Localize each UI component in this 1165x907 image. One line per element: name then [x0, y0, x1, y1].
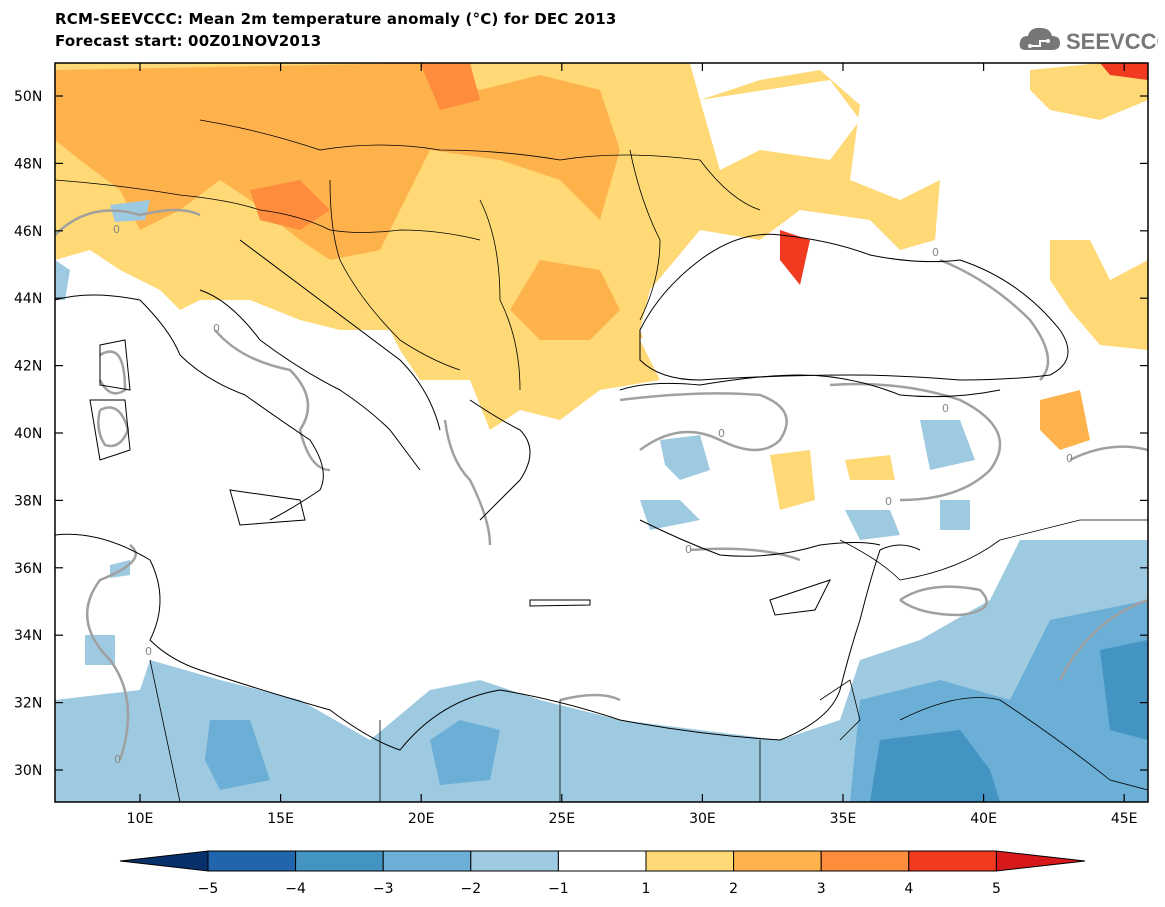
- longitude-axis: 10E 15E 20E 25E 30E 35E 40E 45E: [127, 63, 1138, 827]
- colorbar: −5 −4 −3 −2 −1 1 2 3 4 5: [119, 850, 1086, 897]
- lon-label: 40E: [970, 811, 997, 827]
- lon-label: 45E: [1111, 811, 1138, 827]
- colorbar-segment: [207, 850, 297, 872]
- contour-label: 0: [1066, 452, 1073, 465]
- country-border-layer: [55, 119, 1148, 802]
- lat-label: 34N: [14, 628, 42, 644]
- colorbar-segment: [295, 850, 384, 872]
- lon-label: 20E: [408, 811, 435, 827]
- lat-label: 48N: [14, 156, 42, 172]
- contour-label: 0: [145, 645, 152, 658]
- cloud-icon: [1019, 27, 1060, 50]
- contour-label: 0: [685, 543, 692, 556]
- lat-label: 30N: [14, 763, 42, 779]
- lon-label: 35E: [830, 811, 857, 827]
- contour-label: 0: [885, 495, 892, 508]
- contour-label: 0: [942, 402, 949, 415]
- colorbar-segment: [733, 850, 822, 872]
- contour-label: 0: [114, 753, 121, 766]
- colorbar-tick-label: −5: [198, 881, 219, 897]
- colorbar-tick-label: 1: [642, 881, 651, 897]
- coastline-layer: [55, 233, 1069, 751]
- colorbar-segment: [908, 850, 997, 872]
- lon-label: 10E: [127, 811, 154, 827]
- lon-label: 30E: [689, 811, 716, 827]
- lat-label: 38N: [14, 493, 42, 509]
- colorbar-tick-label: −1: [548, 881, 569, 897]
- logo-text: SEEVCCC: [1066, 29, 1158, 54]
- lat-label: 44N: [14, 291, 42, 307]
- colorbar-segment: [645, 850, 735, 872]
- colorbar-tick-label: 5: [992, 881, 1001, 897]
- zero-contour-layer: [55, 208, 1148, 761]
- contour-label: 0: [718, 427, 725, 440]
- colorbar-tick-label: −4: [285, 881, 306, 897]
- lon-label: 15E: [267, 811, 294, 827]
- forecast-start-label: Forecast start: 00Z01NOV2013: [55, 32, 322, 50]
- colorbar-tick-label: 4: [904, 881, 913, 897]
- colorbar-segment: [470, 850, 559, 872]
- lat-label: 50N: [14, 89, 42, 105]
- contour-label: 0: [213, 322, 220, 335]
- colorbar-segment: [820, 850, 910, 872]
- lat-label: 36N: [14, 561, 42, 577]
- contour-labels: 0 0 0 0 0 0 0 0 0 0: [113, 223, 1073, 766]
- contour-label: 0: [113, 223, 120, 236]
- colorbar-segment: [382, 850, 472, 872]
- lat-label: 42N: [14, 359, 42, 375]
- lon-label: 25E: [548, 811, 575, 827]
- lat-label: 40N: [14, 426, 42, 442]
- colorbar-tick-label: 3: [817, 881, 826, 897]
- seevccc-logo: SEEVCCC: [1019, 27, 1158, 54]
- contour-label: 0: [932, 246, 939, 259]
- colorbar-segment: [557, 850, 647, 872]
- lat-label: 46N: [14, 224, 42, 240]
- colorbar-min-arrow: [119, 850, 209, 872]
- latitude-axis: 50N 48N 46N 44N 42N 40N 38N 36N 34N 32N 30N: [14, 89, 1148, 779]
- colorbar-tick-label: −3: [373, 881, 394, 897]
- lat-label: 32N: [14, 696, 42, 712]
- colorbar-tick-label: −2: [460, 881, 481, 897]
- anomaly-fill-layer: [55, 63, 1148, 802]
- map-title: RCM-SEEVCCC: Mean 2m temperature anomaly…: [55, 10, 617, 28]
- colorbar-tick-label: 2: [729, 881, 738, 897]
- colorbar-max-arrow: [995, 850, 1086, 872]
